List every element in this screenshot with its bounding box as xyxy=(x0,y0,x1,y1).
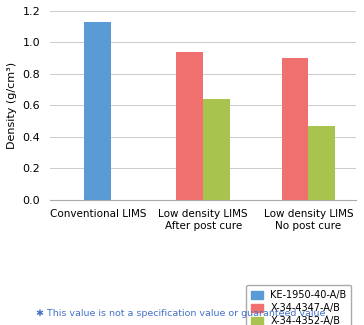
Y-axis label: Density (g/cm³): Density (g/cm³) xyxy=(7,62,17,149)
Bar xyxy=(84,22,111,200)
Legend: KE-1950-40-A/B, X-34-4347-A/B, X-34-4352-A/B: KE-1950-40-A/B, X-34-4347-A/B, X-34-4352… xyxy=(246,285,352,325)
Bar xyxy=(308,126,335,200)
Bar xyxy=(203,99,230,200)
Bar xyxy=(176,52,203,200)
Bar xyxy=(282,58,308,200)
Text: ✱ This value is not a specification value or guaranteed value.: ✱ This value is not a specification valu… xyxy=(36,309,328,318)
